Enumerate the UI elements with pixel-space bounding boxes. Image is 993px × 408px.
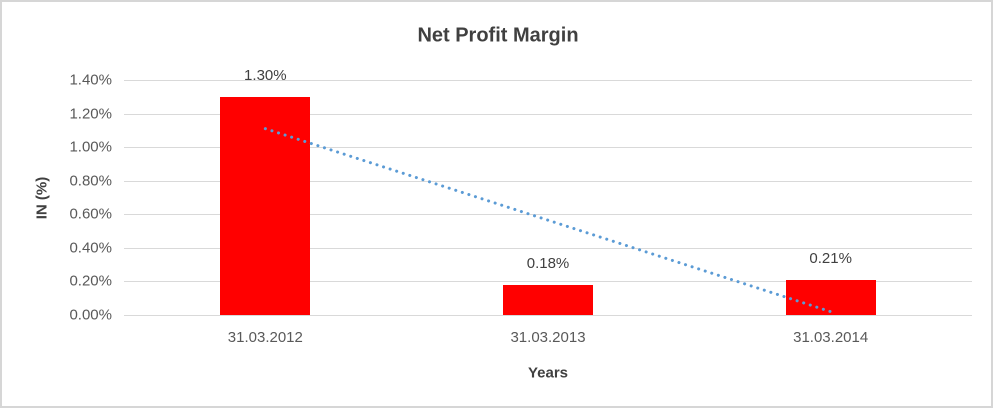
y-tick-label: 0.60% [69,205,112,223]
y-tick-label: 1.20% [69,105,112,123]
gridline [124,113,972,115]
y-tick-label: 0.40% [69,239,112,257]
y-tick-label: 0.20% [69,272,112,290]
bar-data-label: 0.18% [526,254,570,272]
gridline [124,315,972,316]
x-tick-label: 31.03.2013 [510,329,586,346]
bar [785,279,876,315]
bar [220,96,311,315]
bar-data-label: 0.21% [809,249,852,267]
y-tick-label: 1.00% [69,138,112,156]
x-tick-label: 31.03.2012 [227,329,303,346]
x-axis-title: Years [527,364,569,382]
x-tick-label: 31.03.2014 [793,329,869,346]
y-tick-label: 0.00% [69,306,112,324]
bar-data-label: 1.30% [244,66,287,84]
y-tick-label: 1.40% [69,71,112,89]
y-tick-label: 0.80% [69,172,112,190]
gridline [124,80,972,81]
chart-title: Net Profit Margin [417,24,579,47]
bar [503,284,593,315]
